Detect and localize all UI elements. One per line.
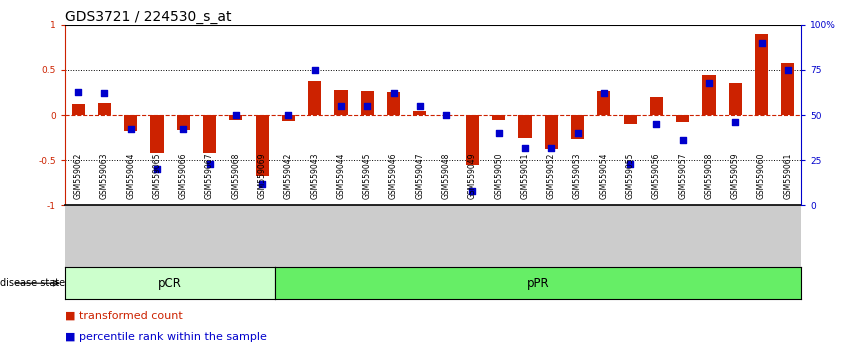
Text: GDS3721 / 224530_s_at: GDS3721 / 224530_s_at (65, 10, 231, 24)
Bar (361, 91, 374, 115)
Text: pCR: pCR (158, 277, 182, 290)
Bar (255, 115, 268, 176)
Bar (203, 115, 216, 153)
Point (307, 67, 321, 73)
Point (71, 89, 85, 95)
Bar (571, 115, 585, 139)
Bar (308, 81, 321, 115)
Point (439, 112, 453, 118)
Text: disease state: disease state (0, 278, 65, 288)
Point (360, 103, 374, 109)
Bar (598, 91, 611, 115)
Point (386, 91, 400, 96)
Text: ■ percentile rank within the sample: ■ percentile rank within the sample (65, 332, 267, 342)
Bar (98, 103, 111, 115)
Bar (492, 115, 505, 120)
Point (781, 67, 795, 73)
Point (150, 166, 164, 172)
Point (728, 119, 742, 125)
Point (571, 130, 585, 136)
Point (413, 103, 427, 109)
Text: pPR: pPR (527, 277, 549, 290)
Point (624, 161, 637, 167)
Bar (124, 115, 137, 131)
Point (466, 188, 480, 194)
Bar (72, 104, 85, 115)
Point (702, 80, 716, 85)
Point (545, 145, 559, 150)
Bar (177, 115, 190, 130)
Point (334, 103, 348, 109)
Bar (229, 115, 242, 120)
Text: ■ transformed count: ■ transformed count (65, 310, 183, 320)
Bar (650, 97, 663, 115)
Bar (729, 84, 742, 115)
Point (597, 91, 611, 96)
Bar (413, 110, 426, 115)
Point (518, 145, 532, 150)
Point (281, 112, 295, 118)
Point (492, 130, 506, 136)
Bar (676, 115, 689, 122)
Point (98, 91, 112, 96)
Bar (151, 115, 164, 153)
Bar (781, 63, 794, 115)
Bar (545, 115, 558, 149)
Bar (624, 115, 637, 124)
Bar (519, 115, 532, 138)
Bar (281, 115, 295, 121)
Bar (755, 34, 768, 115)
Point (203, 161, 216, 167)
Point (650, 121, 663, 127)
Point (255, 181, 269, 187)
Point (124, 127, 138, 132)
Bar (334, 90, 347, 115)
Point (177, 127, 191, 132)
Bar (466, 115, 479, 165)
Point (754, 40, 768, 46)
Bar (387, 92, 400, 115)
Bar (702, 75, 715, 115)
Point (675, 137, 689, 143)
Point (229, 112, 242, 118)
